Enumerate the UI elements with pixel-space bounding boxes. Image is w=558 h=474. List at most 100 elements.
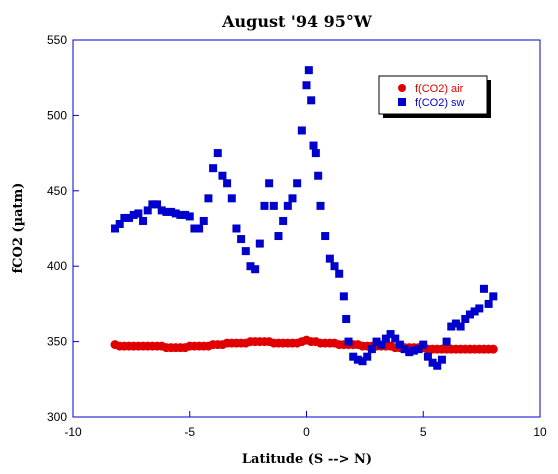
- legend-sw-marker: [398, 98, 406, 106]
- sw-point: [428, 358, 437, 367]
- sw-point: [171, 209, 180, 218]
- sw-point: [204, 194, 213, 203]
- sw-point: [363, 352, 372, 361]
- sw-point: [288, 194, 297, 203]
- sw-point: [311, 149, 320, 158]
- sw-point: [260, 201, 269, 210]
- sw-point: [251, 265, 260, 274]
- sw-point: [442, 337, 451, 346]
- sw-point: [451, 319, 460, 328]
- chart-title: August '94 95°W: [221, 12, 373, 31]
- sw-point: [134, 209, 143, 218]
- sw-point: [283, 201, 292, 210]
- sw-point: [395, 340, 404, 349]
- sw-point: [437, 355, 446, 364]
- sw-point: [475, 304, 484, 313]
- sw-point: [325, 254, 334, 263]
- y-tick-label: 300: [47, 410, 67, 424]
- sw-point: [218, 171, 227, 180]
- sw-point: [115, 219, 124, 228]
- y-tick-label: 550: [47, 33, 67, 47]
- sw-point: [232, 224, 241, 233]
- sw-point: [381, 334, 390, 343]
- y-axis-label: fCO2 (µatm): [11, 183, 26, 274]
- sw-point: [461, 314, 470, 323]
- sw-point: [353, 355, 362, 364]
- sw-point: [433, 361, 442, 370]
- x-tick-label: 5: [420, 425, 427, 439]
- sw-point: [143, 206, 152, 215]
- sw-point: [255, 239, 264, 248]
- y-tick-label: 400: [47, 259, 67, 273]
- sw-point: [414, 345, 423, 354]
- sw-point: [344, 337, 353, 346]
- sw-point: [307, 96, 316, 105]
- sw-point: [265, 179, 274, 188]
- sw-point: [162, 207, 171, 216]
- sw-point: [479, 284, 488, 293]
- sw-point: [489, 292, 498, 301]
- sw-point: [349, 352, 358, 361]
- sw-point: [405, 348, 414, 357]
- sw-point: [409, 346, 418, 355]
- sw-point: [111, 224, 120, 233]
- sw-point: [246, 262, 255, 271]
- axis-ticks: -10 -5 0 5 10 300 350 400 450 500 550: [47, 33, 547, 439]
- sw-point: [465, 310, 474, 319]
- sw-point: [484, 299, 493, 308]
- sw-point: [227, 194, 236, 203]
- sw-point: [167, 207, 176, 216]
- sw-point: [223, 179, 232, 188]
- x-axis-label: Latitude (S --> N): [242, 452, 372, 467]
- sw-point: [209, 164, 218, 173]
- sw-point: [470, 307, 479, 316]
- x-tick-label: -10: [64, 425, 82, 439]
- sw-point: [125, 213, 134, 222]
- sw-point: [176, 210, 185, 219]
- y-tick-label: 450: [47, 184, 67, 198]
- air-point: [488, 344, 498, 354]
- sw-point: [316, 201, 325, 210]
- sw-point: [279, 216, 288, 225]
- sw-point: [185, 212, 194, 221]
- sw-point: [372, 337, 381, 346]
- sw-point: [335, 269, 344, 278]
- sw-point: [241, 247, 250, 256]
- sw-point: [358, 357, 367, 366]
- sw-point: [400, 345, 409, 354]
- sw-point: [339, 292, 348, 301]
- sw-point: [419, 340, 428, 349]
- legend-box: [378, 75, 488, 115]
- sw-point: [120, 213, 129, 222]
- sw-point: [297, 126, 306, 135]
- sw-point: [456, 322, 465, 331]
- sw-point: [269, 201, 278, 210]
- sw-point: [293, 179, 302, 188]
- sw-point: [195, 224, 204, 233]
- sw-point: [321, 232, 330, 241]
- legend: f(CO2) air f(CO2) sw: [378, 75, 491, 118]
- sw-point: [148, 200, 157, 209]
- sw-point: [157, 206, 166, 215]
- sw-point: [423, 352, 432, 361]
- series-sw: [111, 66, 498, 370]
- sw-point: [330, 262, 339, 271]
- sw-point: [139, 216, 148, 225]
- sw-point: [386, 330, 395, 339]
- sw-point: [302, 81, 311, 90]
- sw-point: [181, 210, 190, 219]
- y-tick-label: 500: [47, 108, 67, 122]
- x-tick-label: 0: [303, 425, 310, 439]
- sw-point: [367, 345, 376, 354]
- legend-air-label: f(CO2) air: [415, 83, 464, 95]
- sw-point: [237, 235, 246, 244]
- sw-point: [391, 334, 400, 343]
- sw-point: [304, 66, 313, 75]
- series-air: [110, 335, 498, 354]
- x-tick-label: 10: [533, 425, 547, 439]
- x-tick-label: -5: [184, 425, 195, 439]
- sw-point: [129, 210, 138, 219]
- sw-point: [377, 340, 386, 349]
- y-tick-label: 350: [47, 335, 67, 349]
